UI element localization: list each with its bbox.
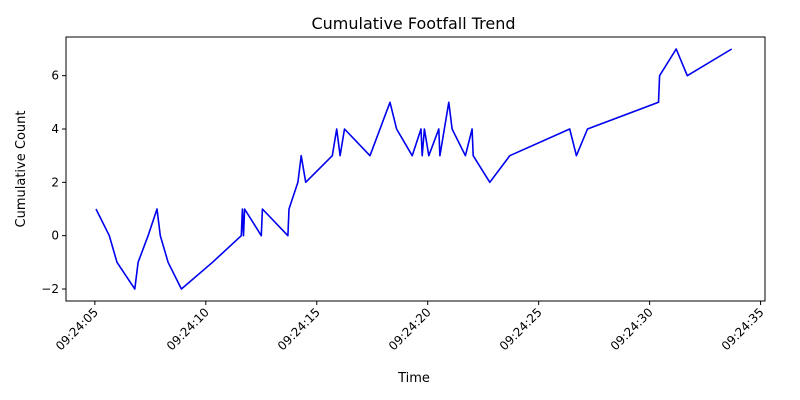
series-line-0 [95,48,733,290]
x-tick-label: 09:24:10 [164,305,212,353]
y-axis: −2 0 2 4 6 [41,69,66,296]
plot-frame [65,36,766,302]
y-tick-label: −2 [41,282,59,296]
y-tick-label: 2 [51,175,59,189]
y-tick-label: 4 [51,122,59,136]
x-tick-label: 09:24:25 [497,305,545,353]
series-layer [95,48,733,290]
x-axis-label: Time [397,371,430,386]
y-axis-label: Cumulative Count [14,111,29,228]
x-tick-label: 09:24:30 [608,305,656,353]
x-tick-label: 09:24:20 [386,305,434,353]
y-tick-label: 0 [51,229,59,243]
x-tick-label: 09:24:35 [719,305,767,353]
x-tick-label: 09:24:15 [275,305,323,353]
x-axis: 09:24:05 09:24:10 09:24:15 09:24:20 09:24:25… [53,301,767,353]
plot-area [65,36,766,302]
chart-title: Cumulative Footfall Trend [311,14,515,33]
y-tick-label: 6 [51,69,59,83]
x-tick-label: 09:24:05 [53,305,101,353]
